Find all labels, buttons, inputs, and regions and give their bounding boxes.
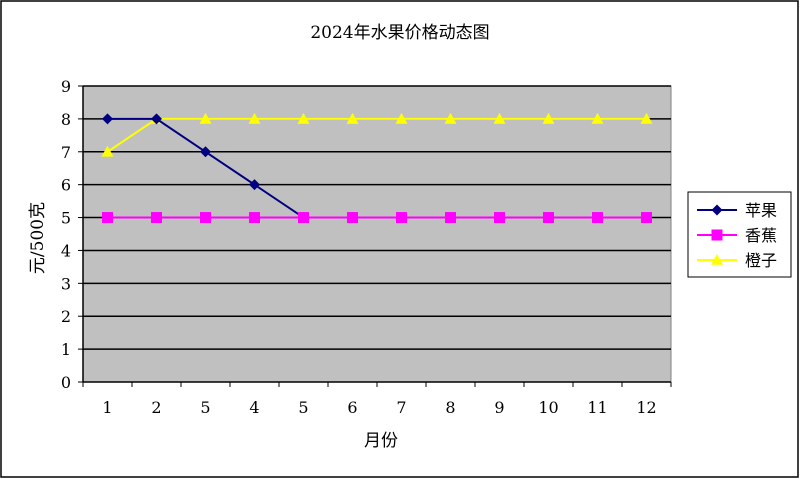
data-point: [297, 112, 310, 124]
y-tick-label: 7: [61, 143, 71, 162]
x-tick-labels: 1 2 5 4 5 6 7 8 9 10 11 12: [102, 398, 656, 417]
x-tick-label: 9: [494, 398, 504, 417]
data-point: [396, 212, 407, 224]
data-point: [249, 212, 260, 224]
y-tick-label: 0: [61, 373, 71, 392]
x-tick-label: 11: [587, 398, 607, 417]
series-line: [106, 117, 647, 153]
data-point: [591, 112, 604, 124]
data-point: [298, 212, 309, 224]
data-point: [346, 112, 359, 124]
data-point: [248, 112, 261, 124]
data-point: [542, 112, 555, 124]
data-point: [641, 212, 652, 224]
data-point: [640, 112, 653, 124]
x-tick-label: 8: [445, 398, 455, 417]
y-tick-label: 5: [61, 209, 71, 228]
x-tick-label: 5: [200, 398, 210, 417]
data-point: [151, 113, 162, 125]
y-tick-label: 1: [61, 340, 71, 359]
chart-title: 2024年水果价格动态图: [310, 23, 489, 43]
y-tick-label: 6: [61, 176, 71, 195]
data-point: [494, 212, 505, 224]
y-tick-label: 2: [61, 307, 71, 326]
legend-marker: [711, 204, 723, 216]
data-point: [151, 212, 162, 224]
y-tick-label: 9: [61, 77, 71, 96]
legend-label: 香蕉: [745, 226, 777, 245]
data-point: [102, 113, 113, 125]
legend-label: 橙子: [745, 251, 777, 270]
x-tick-label: 7: [396, 398, 406, 417]
x-tick-label: 10: [538, 398, 558, 417]
data-point: [199, 112, 212, 124]
y-tick-label: 3: [61, 274, 71, 293]
data-point: [200, 212, 211, 224]
y-tick-labels: 0 1 2 3 4 5 6 7 8 9: [61, 77, 71, 392]
data-point: [347, 212, 358, 224]
legend-label: 苹果: [745, 201, 777, 220]
data-point: [592, 212, 603, 224]
data-point: [200, 146, 211, 158]
data-point: [101, 145, 114, 157]
axes: [78, 85, 672, 387]
plot-area: [82, 85, 672, 383]
x-tick-label: 6: [347, 398, 357, 417]
legend-marker: [711, 229, 723, 241]
x-tick-label: 1: [102, 398, 112, 417]
x-tick-label: 2: [151, 398, 161, 417]
data-point: [444, 112, 457, 124]
x-axis-label: 月份: [364, 431, 398, 451]
x-tick-label: 5: [298, 398, 308, 417]
y-axis-label: 元/500克: [28, 202, 48, 274]
data-point: [102, 212, 113, 224]
data-point: [249, 179, 260, 191]
x-tick-label: 4: [249, 398, 259, 417]
data-point: [543, 212, 554, 224]
y-tick-label: 4: [61, 241, 71, 260]
series-group: [101, 112, 653, 224]
gridlines: [83, 85, 671, 350]
data-point: [493, 112, 506, 124]
data-point: [445, 212, 456, 224]
x-tick-label: 12: [636, 398, 656, 417]
y-tick-label: 8: [61, 110, 71, 129]
data-point: [395, 112, 408, 124]
legend-marker: [711, 254, 723, 265]
